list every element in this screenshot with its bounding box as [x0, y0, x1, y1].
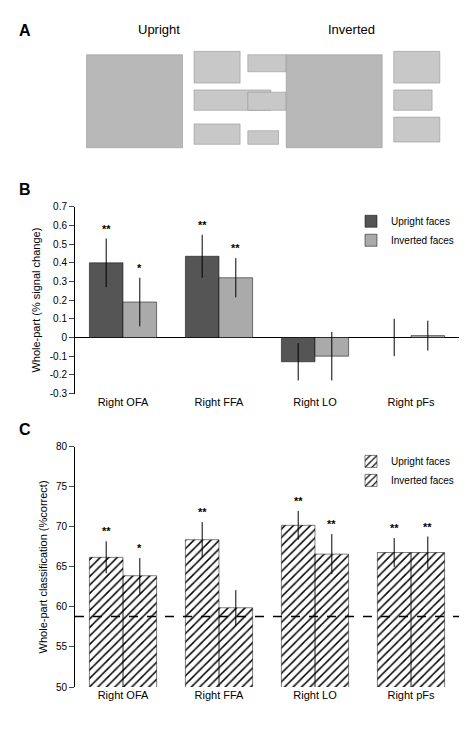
svg-text:55: 55 [56, 641, 68, 652]
svg-text:70: 70 [56, 521, 68, 532]
svg-text:0: 0 [61, 332, 67, 343]
svg-text:Inverted: Inverted [328, 22, 375, 37]
svg-text:**: ** [231, 242, 240, 254]
svg-text:Inverted faces: Inverted faces [391, 475, 454, 486]
svg-text:B: B [19, 181, 31, 198]
svg-text:**: ** [423, 521, 432, 533]
svg-text:80: 80 [56, 441, 68, 452]
svg-text:Inverted faces: Inverted faces [391, 235, 454, 246]
svg-text:0.7: 0.7 [53, 201, 67, 212]
svg-text:**: ** [327, 518, 336, 530]
svg-text:0.1: 0.1 [53, 313, 67, 324]
svg-text:A: A [19, 22, 31, 39]
svg-text:Right OFA: Right OFA [98, 396, 149, 408]
svg-text:**: ** [198, 219, 207, 231]
svg-text:**: ** [390, 522, 399, 534]
svg-text:60: 60 [56, 601, 68, 612]
svg-text:**: ** [102, 223, 111, 235]
svg-text:Right LO: Right LO [293, 689, 337, 701]
svg-text:-0.2: -0.2 [50, 369, 68, 380]
svg-text:Upright faces: Upright faces [391, 456, 450, 467]
svg-text:Right LO: Right LO [293, 396, 337, 408]
svg-text:0.4: 0.4 [53, 257, 67, 268]
svg-text:Right pFs: Right pFs [387, 689, 435, 701]
svg-text:0.3: 0.3 [53, 276, 67, 287]
svg-text:0.2: 0.2 [53, 295, 67, 306]
svg-text:0.6: 0.6 [53, 220, 67, 231]
svg-text:50: 50 [56, 682, 68, 693]
svg-text:**: ** [102, 525, 111, 537]
svg-text:*: * [137, 542, 142, 554]
svg-text:Whole-part (% signal change): Whole-part (% signal change) [30, 228, 42, 373]
svg-text:*: * [137, 262, 142, 274]
svg-text:0.5: 0.5 [53, 239, 67, 250]
svg-text:-0.3: -0.3 [50, 388, 68, 399]
svg-text:Right pFs: Right pFs [387, 396, 435, 408]
svg-text:Right FFA: Right FFA [195, 689, 245, 701]
svg-text:Upright: Upright [138, 22, 180, 37]
svg-text:C: C [19, 421, 31, 438]
svg-text:Right OFA: Right OFA [98, 689, 149, 701]
svg-text:Whole-part classification (%co: Whole-part classification (%correct) [37, 480, 49, 653]
svg-text:**: ** [198, 506, 207, 518]
svg-text:**: ** [294, 495, 303, 507]
svg-text:75: 75 [56, 481, 68, 492]
svg-text:Right FFA: Right FFA [195, 396, 245, 408]
svg-text:65: 65 [56, 561, 68, 572]
svg-text:-0.1: -0.1 [50, 351, 68, 362]
svg-text:Upright faces: Upright faces [391, 216, 450, 227]
